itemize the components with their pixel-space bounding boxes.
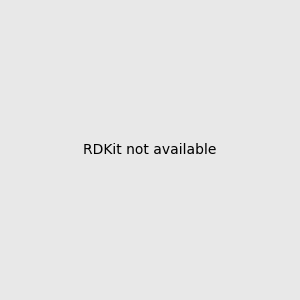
Text: RDKit not available: RDKit not available [83,143,217,157]
